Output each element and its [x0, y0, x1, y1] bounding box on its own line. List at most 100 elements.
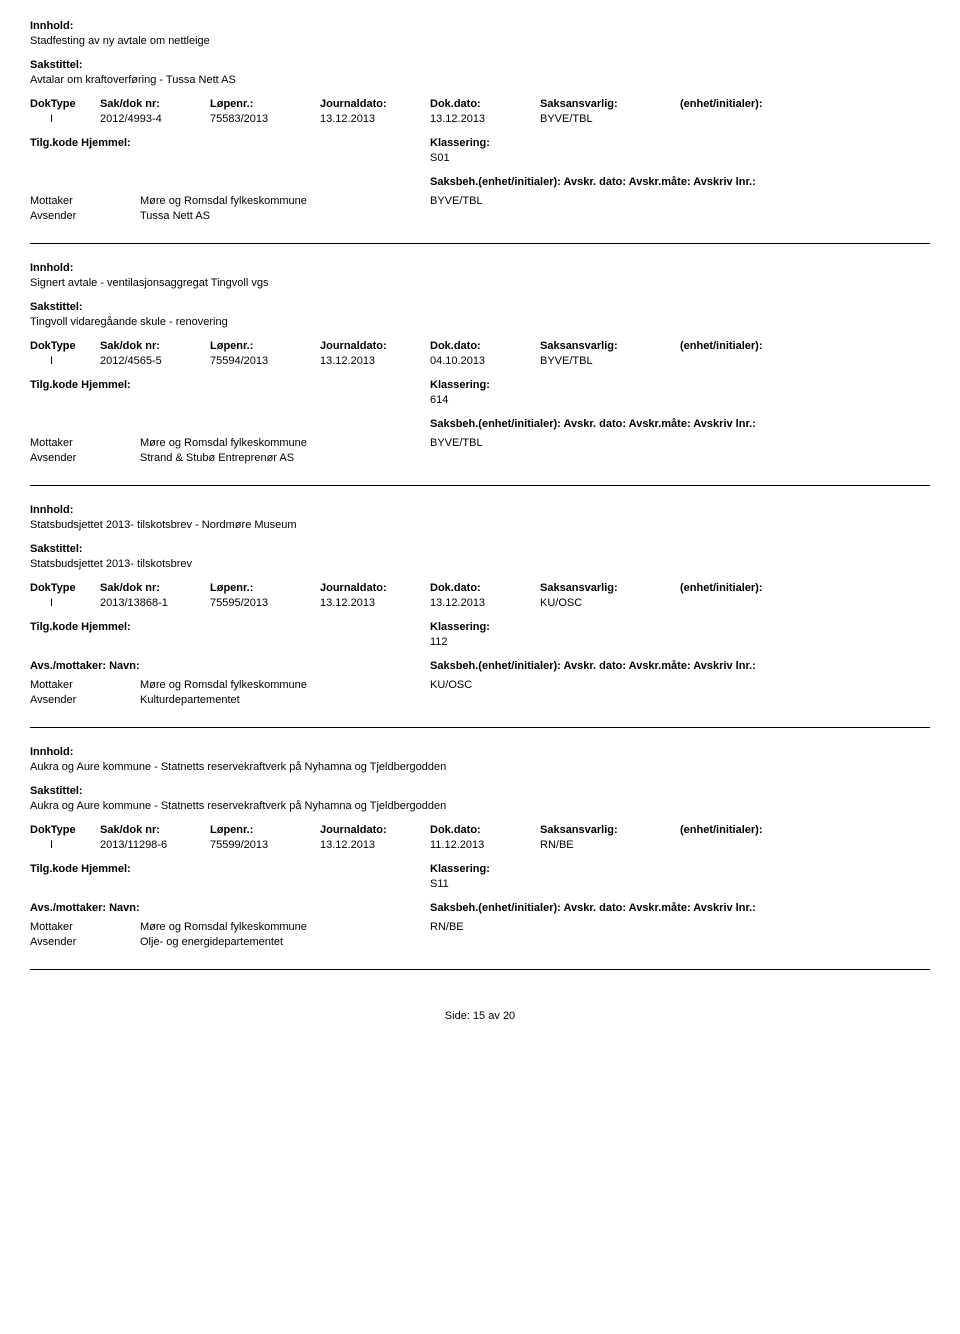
sakstittel-label: Sakstittel: [30, 543, 930, 555]
doktype-value: I [30, 597, 100, 609]
journaldato-value: 13.12.2013 [320, 355, 430, 367]
journal-entry: Innhold: Signert avtale - ventilasjonsag… [30, 262, 930, 486]
meta-header-row: DokType Sak/dok nr: Løpenr.: Journaldato… [30, 824, 930, 836]
avsender-name: Strand & Stubø Entreprenør AS [140, 452, 430, 464]
mottaker-row: Mottaker Møre og Romsdal fylkeskommune R… [30, 921, 930, 933]
avs-mottaker-header: Avs./mottaker: Navn: [30, 902, 430, 914]
tilgkode-label: Tilg.kode [30, 621, 78, 633]
avsender-row: Avsender Kulturdepartementet [30, 694, 930, 706]
sakstittel-value: Tingvoll vidaregåande skule - renovering [30, 316, 930, 328]
doktype-value: I [30, 113, 100, 125]
dokdato-value: 13.12.2013 [430, 597, 540, 609]
innhold-label: Innhold: [30, 746, 930, 758]
mottaker-code: BYVE/TBL [430, 437, 930, 449]
dokdato-value: 11.12.2013 [430, 839, 540, 851]
sakstittel-label: Sakstittel: [30, 785, 930, 797]
enhet-header: (enhet/initialer): [680, 582, 820, 594]
avs-mottaker-header: Avs./mottaker: Navn: [30, 660, 430, 672]
lopenr-header: Løpenr.: [210, 340, 320, 352]
sakdok-header: Sak/dok nr: [100, 582, 210, 594]
mottaker-name: Møre og Romsdal fylkeskommune [140, 437, 430, 449]
av-label: av [488, 1010, 500, 1022]
mottaker-row: Mottaker Møre og Romsdal fylkeskommune K… [30, 679, 930, 691]
sakstittel-value: Avtalar om kraftoverføring - Tussa Nett … [30, 74, 930, 86]
saksansvarlig-header: Saksansvarlig: [540, 582, 680, 594]
page-footer: Side: 15 av 20 [30, 1010, 930, 1022]
avsender-label: Avsender [30, 452, 140, 464]
mottaker-row: Mottaker Møre og Romsdal fylkeskommune B… [30, 195, 930, 207]
avsender-row: Avsender Olje- og energidepartementet [30, 936, 930, 948]
lopenr-header: Løpenr.: [210, 582, 320, 594]
journaldato-header: Journaldato: [320, 98, 430, 110]
sakdok-header: Sak/dok nr: [100, 98, 210, 110]
dokdato-value: 04.10.2013 [430, 355, 540, 367]
hjemmel-label: Hjemmel: [81, 863, 131, 875]
sakstittel-label: Sakstittel: [30, 301, 930, 313]
klassering-label: Klassering: [430, 379, 930, 391]
avsender-name: Tussa Nett AS [140, 210, 430, 222]
saksbeh-header: Saksbeh.(enhet/initialer): Avskr. dato: … [430, 660, 930, 672]
saksansvarlig-value: KU/OSC [540, 597, 680, 609]
sakdok-value: 2012/4565-5 [100, 355, 210, 367]
saksbeh-header: Saksbeh.(enhet/initialer): Avskr. dato: … [430, 418, 930, 430]
journaldato-value: 13.12.2013 [320, 839, 430, 851]
klassering-value: S01 [430, 152, 930, 164]
journaldato-value: 13.12.2013 [320, 597, 430, 609]
side-label: Side: [445, 1010, 470, 1022]
klassering-value: 112 [430, 636, 930, 648]
meta-data-row: I 2013/13868-1 75595/2013 13.12.2013 13.… [30, 597, 930, 609]
journal-entry: Innhold: Stadfesting av ny avtale om net… [30, 20, 930, 244]
sakdok-value: 2013/13868-1 [100, 597, 210, 609]
innhold-value: Stadfesting av ny avtale om nettleige [30, 35, 930, 47]
saksansvarlig-value: BYVE/TBL [540, 355, 680, 367]
saksansvarlig-header: Saksansvarlig: [540, 98, 680, 110]
lopenr-header: Løpenr.: [210, 824, 320, 836]
klassering-label: Klassering: [430, 137, 930, 149]
page-num: 15 [473, 1010, 485, 1022]
meta-data-row: I 2013/11298-6 75599/2013 13.12.2013 11.… [30, 839, 930, 851]
lopenr-header: Løpenr.: [210, 98, 320, 110]
sakstittel-value: Aukra og Aure kommune - Statnetts reserv… [30, 800, 930, 812]
sakdok-value: 2013/11298-6 [100, 839, 210, 851]
klassering-label: Klassering: [430, 621, 930, 633]
doktype-value: I [30, 355, 100, 367]
tilgkode-label: Tilg.kode [30, 137, 78, 149]
avsender-label: Avsender [30, 694, 140, 706]
page-total: 20 [503, 1010, 515, 1022]
meta-header-row: DokType Sak/dok nr: Løpenr.: Journaldato… [30, 98, 930, 110]
innhold-value: Aukra og Aure kommune - Statnetts reserv… [30, 761, 930, 773]
journaldato-header: Journaldato: [320, 582, 430, 594]
innhold-value: Statsbudsjettet 2013- tilskotsbrev - Nor… [30, 519, 930, 531]
mottaker-label: Mottaker [30, 437, 140, 449]
saksansvarlig-value: RN/BE [540, 839, 680, 851]
mottaker-name: Møre og Romsdal fylkeskommune [140, 679, 430, 691]
sakdok-header: Sak/dok nr: [100, 340, 210, 352]
doktype-header: DokType [30, 340, 100, 352]
innhold-label: Innhold: [30, 504, 930, 516]
meta-data-row: I 2012/4565-5 75594/2013 13.12.2013 04.1… [30, 355, 930, 367]
tilgkode-label: Tilg.kode [30, 863, 78, 875]
enhet-header: (enhet/initialer): [680, 340, 820, 352]
dokdato-header: Dok.dato: [430, 98, 540, 110]
innhold-label: Innhold: [30, 262, 930, 274]
mottaker-code: RN/BE [430, 921, 930, 933]
doktype-header: DokType [30, 824, 100, 836]
saksansvarlig-header: Saksansvarlig: [540, 340, 680, 352]
saksansvarlig-value: BYVE/TBL [540, 113, 680, 125]
dokdato-header: Dok.dato: [430, 340, 540, 352]
lopenr-value: 75594/2013 [210, 355, 320, 367]
saksbeh-header: Saksbeh.(enhet/initialer): Avskr. dato: … [430, 176, 930, 188]
journaldato-header: Journaldato: [320, 824, 430, 836]
avsender-name: Olje- og energidepartementet [140, 936, 430, 948]
sakdok-header: Sak/dok nr: [100, 824, 210, 836]
meta-header-row: DokType Sak/dok nr: Løpenr.: Journaldato… [30, 340, 930, 352]
meta-header-row: DokType Sak/dok nr: Løpenr.: Journaldato… [30, 582, 930, 594]
avsender-label: Avsender [30, 936, 140, 948]
hjemmel-label: Hjemmel: [81, 379, 131, 391]
doktype-header: DokType [30, 582, 100, 594]
enhet-header: (enhet/initialer): [680, 98, 820, 110]
avsender-name: Kulturdepartementet [140, 694, 430, 706]
doktype-header: DokType [30, 98, 100, 110]
journal-entry: Innhold: Statsbudsjettet 2013- tilskotsb… [30, 504, 930, 728]
lopenr-value: 75595/2013 [210, 597, 320, 609]
